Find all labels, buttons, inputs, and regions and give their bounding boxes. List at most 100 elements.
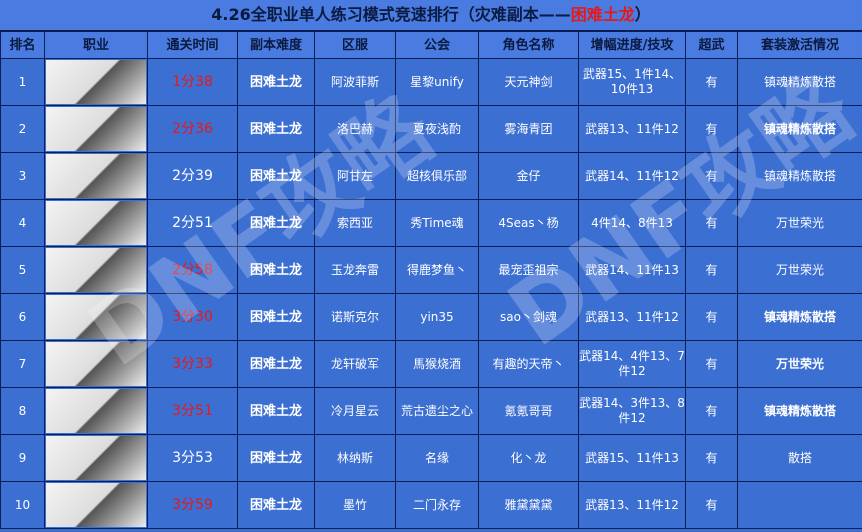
clear-time-cell: 3分53 [147,434,238,482]
character-portrait [46,248,146,292]
rank-cell: 2 [0,105,45,153]
difficulty-cell: 困难土龙 [237,340,315,388]
table-row: 8 3分51 困难土龙 冷月星云 荒古遗尘之心 氪氪哥哥 武器14、3件13、8件12 有镇魂… [0,387,862,435]
rank-cell: 8 [0,387,45,435]
progress-cell: 武器15、11件13 [578,434,686,482]
server-cell: 墨竹 [314,481,396,529]
rank-cell: 6 [0,293,45,341]
rank-cell: 4 [0,199,45,247]
progress-cell: 4件14、8件13 [578,199,686,247]
progress-cell: 武器15、1件14、10件13 [578,58,686,106]
server-cell: 林纳斯 [314,434,396,482]
character-portrait [46,436,146,480]
difficulty-cell: 困难土龙 [237,58,315,106]
guild-cell: 超核俱乐部 [395,152,479,200]
character-name-cell: 4Seas丶杨 [478,199,579,247]
set-cell: 万世荣光 [737,199,862,247]
column-header: 套装激活情况 [737,31,862,59]
character-name-cell: 最宠歪祖宗 [478,246,579,294]
class-portrait-cell [44,246,148,294]
server-cell: 诺斯克尔 [314,293,396,341]
character-portrait [46,483,146,527]
class-portrait-cell [44,199,148,247]
column-header: 超武 [685,31,738,59]
column-header: 副本难度 [237,31,315,59]
set-cell: 镇魂精炼散搭 [737,293,862,341]
server-cell: 阿甘左 [314,152,396,200]
set-cell: 万世荣光 [737,246,862,294]
character-name-cell: 氪氪哥哥 [478,387,579,435]
class-portrait-cell [44,481,148,529]
table-row: 9 3分53 困难土龙 林纳斯 名缘 化丶龙 武器15、11件13 有散搭 [0,434,862,482]
column-header: 角色名称 [478,31,579,59]
set-cell: 散搭 [737,434,862,482]
character-portrait [46,154,146,198]
character-portrait [46,389,146,433]
guild-cell: 名缘 [395,434,479,482]
class-portrait-cell [44,340,148,388]
clear-time-cell: 3分33 [147,340,238,388]
clear-time-cell: 2分39 [147,152,238,200]
guild-cell: 荒古遗尘之心 [395,387,479,435]
progress-cell: 武器13、11件12 [578,293,686,341]
column-header: 区服 [314,31,396,59]
page-title: 4.26全职业单人练习模式竞速排行（灾难副本——困难土龙） [0,0,862,31]
character-portrait [46,107,146,151]
table-row: 10 3分59 困难土龙 墨竹 二门永存 雅黛黛黛 武器13、11件12 有 [0,481,862,529]
server-cell: 索西亚 [314,199,396,247]
difficulty-cell: 困难土龙 [237,246,315,294]
column-header: 公会 [395,31,479,59]
server-cell: 玉龙奔雷 [314,246,396,294]
weapon-cell: 有 [685,199,738,247]
guild-cell: 馬猴烧酒 [395,340,479,388]
difficulty-cell: 困难土龙 [237,481,315,529]
guild-cell: 秀Time魂 [395,199,479,247]
set-cell: 镇魂精炼散搭 [737,105,862,153]
table-row: 6 3分30 困难土龙 诺斯克尔 yin35 sao丶剑魂 武器13、11件12 有镇魂精炼散… [0,293,862,341]
weapon-cell: 有 [685,481,738,529]
difficulty-cell: 困难土龙 [237,293,315,341]
class-portrait-cell [44,293,148,341]
weapon-cell: 有 [685,434,738,482]
character-portrait [46,342,146,386]
weapon-cell: 有 [685,105,738,153]
clear-time-cell: 2分51 [147,199,238,247]
difficulty-cell: 困难土龙 [237,105,315,153]
progress-cell: 武器14、11件12 [578,152,686,200]
weapon-cell: 有 [685,340,738,388]
set-cell: 万世荣光 [737,340,862,388]
table-row: 2 2分36 困难土龙 洛巴赫 夏夜浅酌 雾海青团 武器13、11件12 有镇魂精炼散搭 [0,105,862,153]
table-row: 7 3分33 困难土龙 龙轩破军 馬猴烧酒 有趣的天帝丶 武器14、4件13、7件12 有万世… [0,340,862,388]
weapon-cell: 有 [685,58,738,106]
difficulty-cell: 困难土龙 [237,152,315,200]
character-name-cell: 雅黛黛黛 [478,481,579,529]
progress-cell: 武器13、11件12 [578,481,686,529]
table-row: 1 1分38 困难土龙 阿波菲斯 星黎unify 天元神剑 武器15、1件14、10件13 有… [0,58,862,106]
server-cell: 龙轩破军 [314,340,396,388]
clear-time-cell: 2分36 [147,105,238,153]
rank-cell: 7 [0,340,45,388]
ranking-table: 排名 职业 通关时间 副本难度 区服 公会 角色名称 增幅进度/技攻 超武 套装激活情况 1 1分3… [0,31,862,529]
set-cell: 镇魂精炼散搭 [737,387,862,435]
guild-cell: 二门永存 [395,481,479,529]
clear-time-cell: 3分30 [147,293,238,341]
character-name-cell: 有趣的天帝丶 [478,340,579,388]
server-cell: 洛巴赫 [314,105,396,153]
character-portrait [46,60,146,104]
progress-cell: 武器14、4件13、7件12 [578,340,686,388]
guild-cell: 得鹿梦鱼丶 [395,246,479,294]
guild-cell: 星黎unify [395,58,479,106]
server-cell: 阿波菲斯 [314,58,396,106]
column-header: 增幅进度/技攻 [578,31,686,59]
progress-cell: 武器14、3件13、8件12 [578,387,686,435]
difficulty-cell: 困难土龙 [237,434,315,482]
class-portrait-cell [44,387,148,435]
clear-time-cell: 3分51 [147,387,238,435]
set-cell [737,481,862,529]
set-cell: 镇魂精炼散搭 [737,152,862,200]
table-row: 3 2分39 困难土龙 阿甘左 超核俱乐部 金仔 武器14、11件12 有镇魂精炼散搭 [0,152,862,200]
rank-cell: 9 [0,434,45,482]
difficulty-cell: 困难土龙 [237,387,315,435]
weapon-cell: 有 [685,152,738,200]
character-name-cell: 化丶龙 [478,434,579,482]
